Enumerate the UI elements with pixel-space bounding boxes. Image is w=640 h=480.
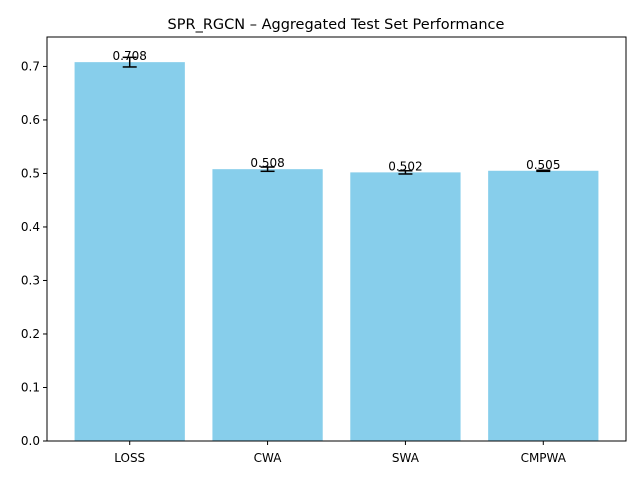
- y-tick-label: 0.5: [21, 166, 40, 180]
- data-label-loss: 0.708: [113, 49, 147, 63]
- x-tick-label-cwa: CWA: [254, 451, 283, 465]
- y-tick-label: 0.2: [21, 327, 40, 341]
- data-label-cwa: 0.508: [250, 156, 284, 170]
- y-tick-label: 0.7: [21, 59, 40, 73]
- x-axis: LOSS CWA SWA CMPWA: [114, 441, 567, 465]
- y-tick-label: 0.6: [21, 113, 40, 127]
- bar-cwa: [212, 169, 323, 441]
- data-label-swa: 0.502: [388, 159, 422, 173]
- plot-frame: [46, 36, 627, 442]
- error-bar-swa: [398, 170, 413, 175]
- error-bar-cwa: [260, 166, 275, 173]
- error-bars-group: [122, 56, 551, 175]
- error-bar-cmpwa: [536, 169, 551, 173]
- y-tick-label: 0.1: [21, 380, 40, 394]
- y-axis: 0.0 0.1 0.2 0.3 0.4 0.5 0.6 0.7: [21, 59, 47, 448]
- y-tick-label: 0.3: [21, 273, 40, 287]
- chart-title: SPR_RGCN – Aggregated Test Set Performan…: [168, 17, 505, 33]
- bar-loss: [74, 62, 185, 442]
- x-tick-label-swa: SWA: [392, 451, 420, 465]
- y-tick-label: 0.4: [21, 220, 40, 234]
- x-tick-label-cmpwa: CMPWA: [521, 451, 567, 465]
- y-tick-label: 0.0: [21, 434, 40, 448]
- data-label-cmpwa: 0.505: [526, 158, 560, 172]
- bars-group: [74, 62, 599, 442]
- x-tick-label-loss: LOSS: [114, 451, 145, 465]
- bar-swa: [350, 172, 461, 441]
- bar-cmpwa: [488, 170, 599, 441]
- error-bar-loss: [122, 56, 137, 68]
- data-labels-group: 0.708 0.508 0.502 0.505: [113, 49, 561, 173]
